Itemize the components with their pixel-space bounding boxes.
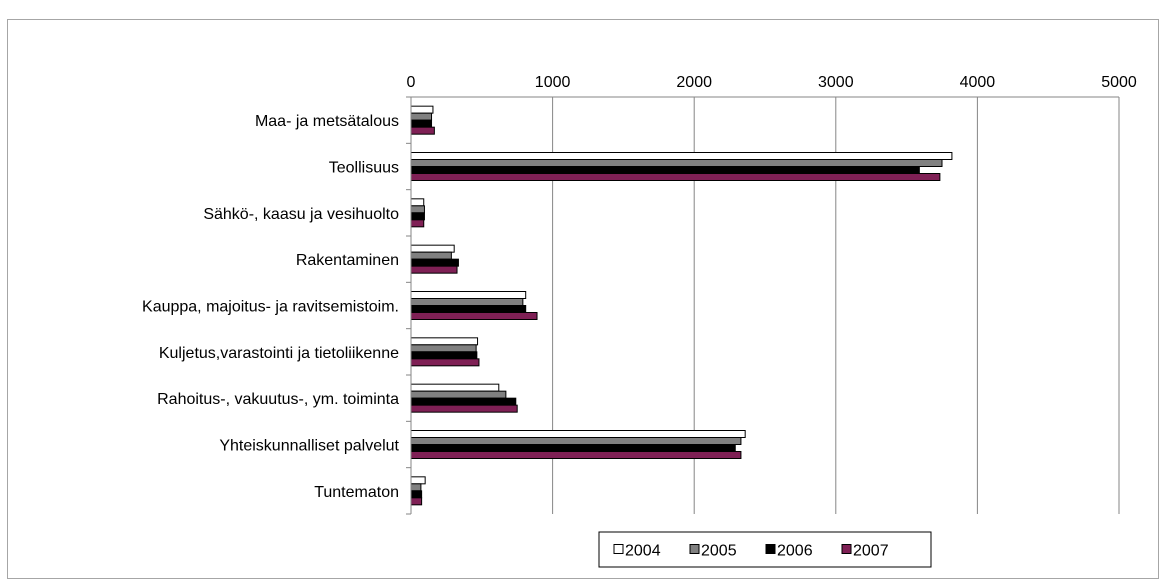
axes [406, 96, 1119, 515]
legend: 2004 2005 2006 2007 [598, 531, 932, 568]
category-label: Rahoitus-, vakuutus-, ym. toiminta [157, 391, 399, 408]
bar-2007 [410, 497, 423, 506]
bar-2004 [410, 430, 746, 438]
bar-2007 [410, 126, 435, 135]
bar-2005 [410, 251, 452, 260]
legend-swatch-2006 [765, 544, 776, 554]
category-label: Teollisuus [329, 160, 399, 177]
bar-2005 [410, 437, 742, 445]
bar-chart: 0 1000 2000 3000 4000 5000 Maa- ja metsätalou… [142, 74, 1137, 568]
category-label: Yhteiskunnalliset palvelut [219, 438, 399, 455]
bar-2005 [410, 390, 507, 399]
bar-2004 [410, 383, 500, 392]
bar-2006 [410, 258, 459, 267]
x-axis-tick-labels: 0 1000 2000 3000 4000 5000 [407, 74, 1137, 91]
x-tick-label: 3000 [818, 74, 854, 91]
bar-2005 [410, 112, 433, 121]
category-label: Maa- ja metsätalous [255, 113, 399, 130]
bar-2006 [410, 119, 433, 128]
bar-2006 [410, 166, 920, 174]
legend-label: 2007 [853, 543, 889, 560]
x-tick-label: 0 [407, 74, 416, 91]
bar-2004 [410, 337, 479, 346]
bar-2005 [410, 205, 425, 214]
bar-2007 [410, 265, 458, 274]
bar-2007 [410, 219, 425, 228]
category-label: Tuntematon [314, 484, 399, 501]
category-labels: Maa- ja metsätalous Teollisuus Sähkö-, kaa… [142, 113, 400, 501]
bar-2005 [410, 483, 422, 492]
bar-2004 [410, 244, 455, 253]
chart-frame: 0 1000 2000 3000 4000 5000 Maa- ja metsätalou… [7, 19, 1159, 579]
legend-swatch-2005 [689, 544, 700, 554]
bar-2004 [410, 105, 434, 114]
x-tick-label: 1000 [535, 74, 571, 91]
bar-2006 [410, 212, 425, 221]
bar-2006 [410, 444, 736, 452]
bar-2007 [410, 312, 538, 320]
bar-2007 [410, 451, 742, 459]
bar-2006 [410, 490, 423, 499]
bar-2007 [410, 404, 518, 413]
category-label: Rakentaminen [296, 252, 399, 269]
bars [410, 105, 953, 506]
bar-2006 [410, 305, 527, 313]
bar-2005 [410, 298, 524, 306]
bar-2004 [410, 291, 527, 299]
legend-label: 2006 [777, 543, 813, 560]
legend-swatch-2004 [613, 544, 624, 554]
bar-2006 [410, 397, 517, 406]
legend-box [598, 531, 932, 568]
x-tick-label: 2000 [676, 74, 712, 91]
legend-swatch-2007 [841, 544, 852, 554]
x-tick-label: 4000 [960, 74, 996, 91]
bar-2005 [410, 344, 477, 353]
bar-2007 [410, 358, 480, 367]
category-label: Kauppa, majoitus- ja ravitsemistoim. [142, 299, 399, 316]
legend-label: 2004 [625, 543, 661, 560]
bar-2006 [410, 351, 478, 360]
bar-2004 [410, 152, 953, 160]
category-label: Sähkö-, kaasu ja vesihuolto [203, 206, 399, 223]
bar-2007 [410, 173, 941, 181]
bar-2005 [410, 159, 943, 167]
category-label: Kuljetus,varastointi ja tietoliikenne [159, 345, 399, 362]
legend-label: 2005 [701, 543, 737, 560]
bar-2004 [410, 198, 425, 207]
x-tick-label: 5000 [1101, 74, 1137, 91]
bar-2004 [410, 476, 426, 485]
